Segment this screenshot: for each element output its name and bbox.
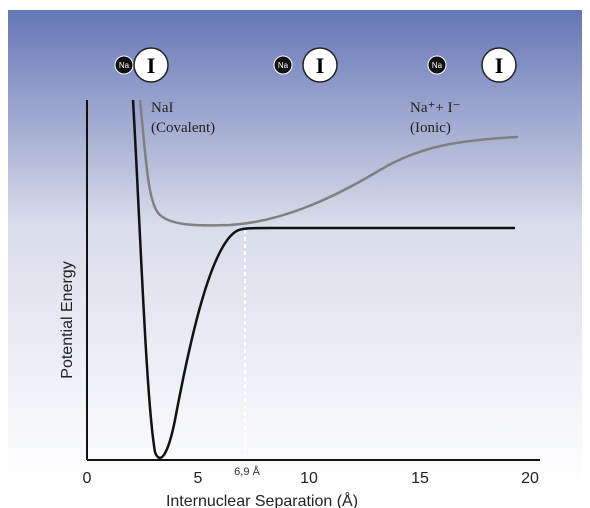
marker-label: 6,9 Å [234,465,260,478]
i-label: I [316,53,325,78]
atom-pair: Na I [114,47,169,83]
covalent-name: NaI [151,100,174,116]
ionic-name: Na⁺+ I⁻ [410,100,461,116]
covalent-kind: (Covalent) [151,120,215,136]
x-tick-label: 5 [194,470,203,487]
na-atom [427,55,447,75]
ionic-kind: (Ionic) [410,120,451,136]
covalent-curve [131,99,515,459]
na-label: Na [432,61,443,70]
na-label: Na [278,61,289,70]
background [8,10,582,488]
i-atom [302,47,338,83]
x-ticks: 0 5 10 15 20 [83,470,539,487]
x-tick-label: 15 [411,470,429,487]
i-atom [481,47,517,83]
x-tick-label: 20 [521,470,539,487]
i-label: I [495,53,504,78]
atom-pair: Na I [427,47,517,83]
x-tick-label: 10 [300,470,318,487]
na-label: Na [119,61,130,70]
na-atom [273,55,293,75]
i-label: I [147,53,156,78]
y-axis-label: Potential Energy [59,261,76,378]
atom-pair: Na I [273,47,338,83]
x-tick-label: 0 [83,470,92,487]
ionic-curve [138,99,519,227]
na-atom [114,55,134,75]
i-atom [133,47,169,83]
x-axis-label: Internuclear Separation (Å) [166,491,358,508]
